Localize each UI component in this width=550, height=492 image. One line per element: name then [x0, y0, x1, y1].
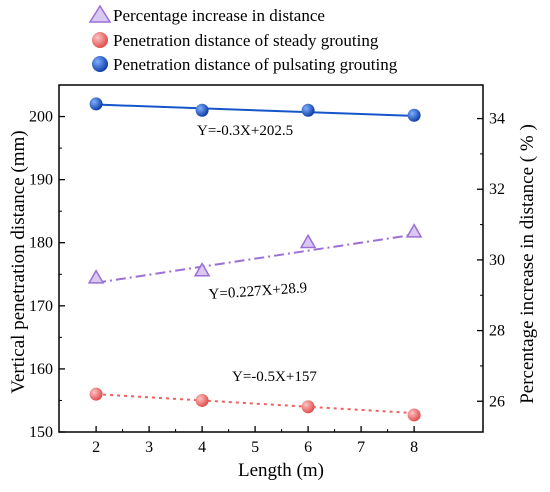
x-tick-label: 6 [304, 439, 312, 456]
y-right-tick-label: 32 [489, 181, 505, 198]
data-point [89, 97, 103, 111]
legend-item-pulsating: Penetration distance of pulsating grouti… [92, 55, 398, 74]
x-axis-title: Length (m) [238, 460, 324, 481]
x-tick-label: 7 [357, 439, 365, 456]
plot-frame [58, 84, 484, 433]
data-point [195, 103, 209, 117]
y-tick-label: 190 [29, 172, 53, 189]
fit-equation-percentage: Y=0.227X+28.9 [208, 280, 307, 303]
fit-line [96, 393, 415, 415]
legend-marker-circle-red [92, 32, 108, 48]
x-tick-label: 8 [410, 439, 418, 456]
y-tick-label: 160 [29, 361, 53, 378]
x-tick-label: 4 [198, 439, 206, 456]
data-point [405, 223, 423, 238]
x-tick-label: 5 [251, 439, 259, 456]
data-point [87, 269, 105, 284]
fit-line [96, 103, 415, 117]
fit-equation-steady: Y=-0.5X+157 [232, 369, 317, 385]
legend-item-steady: Penetration distance of steady grouting [92, 31, 379, 50]
y-right-tick-label: 28 [489, 323, 505, 340]
data-point [299, 233, 317, 249]
y-tick-label: 180 [29, 235, 53, 252]
data-point [89, 387, 103, 401]
fit-line [95, 233, 415, 284]
legend-label: Percentage increase in distance [113, 6, 325, 25]
legend-label: Penetration distance of pulsating grouti… [113, 55, 398, 74]
data-point [407, 408, 421, 422]
y-axis-title: Vertical penetration distance (mm) [8, 130, 29, 393]
legend-item-percentage: Percentage increase in distance [88, 4, 325, 25]
y-tick-label: 200 [29, 109, 53, 126]
x-tick-label: 3 [145, 439, 153, 456]
legend-label: Penetration distance of steady grouting [113, 31, 379, 50]
data-point [301, 103, 315, 117]
y-axis-right-title: Percentage increase in distance ( % ) [517, 124, 538, 404]
y-right-tick-label: 30 [489, 252, 505, 269]
data-point [301, 400, 315, 414]
y-right-tick-label: 34 [489, 111, 505, 128]
data-point [193, 262, 211, 277]
legend: Percentage increase in distance Penetrat… [88, 4, 398, 74]
fit-equation-pulsating: Y=-0.3X+202.5 [197, 123, 293, 139]
x-tick-label: 2 [92, 439, 100, 456]
y-tick-label: 170 [29, 298, 53, 315]
y-right-tick-label: 26 [489, 393, 505, 410]
data-point [407, 108, 421, 122]
legend-marker-triangle [88, 4, 112, 23]
y-tick-label: 150 [29, 424, 53, 441]
data-point [195, 393, 209, 407]
legend-marker-circle-blue [92, 56, 108, 72]
